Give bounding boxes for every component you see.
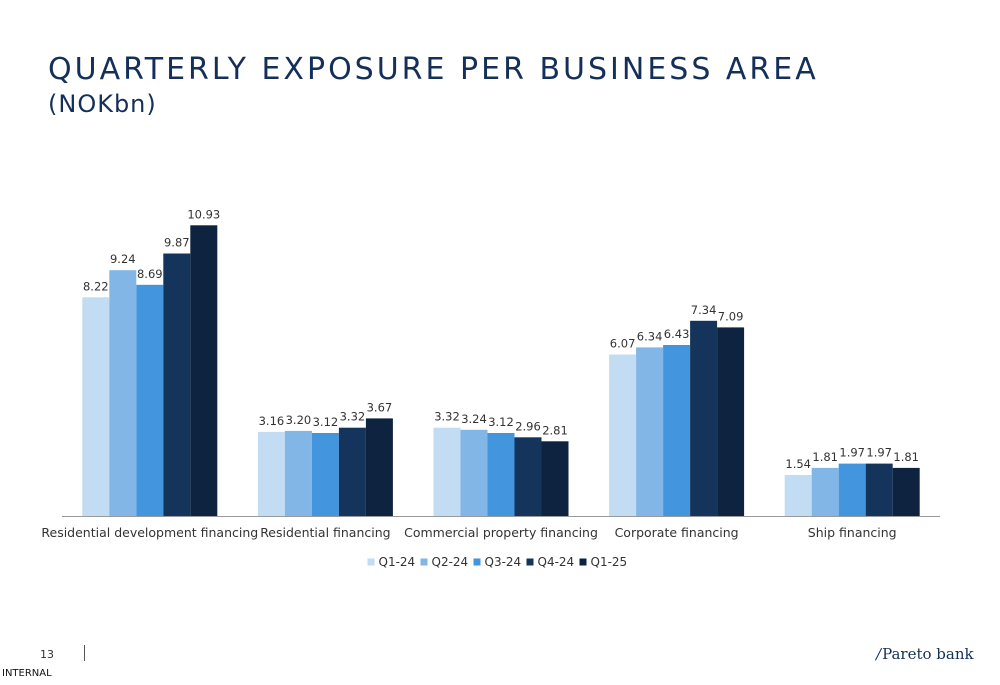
bar-q4-24-2 xyxy=(514,437,542,516)
data-label: 7.09 xyxy=(718,309,744,323)
data-label: 3.67 xyxy=(367,400,393,414)
bar-q4-24-0 xyxy=(163,253,191,516)
bar-q3-24-3 xyxy=(663,345,691,516)
category-label: Commercial property financing xyxy=(404,525,598,540)
data-label: 3.32 xyxy=(434,410,460,424)
legend-label: Q2-24 xyxy=(432,555,469,569)
bar-q4-24-3 xyxy=(690,320,718,516)
category-labels-layer: Residential development financing Residen… xyxy=(41,525,896,540)
bar-q1-24-0 xyxy=(82,297,110,516)
bar-q1-25-3 xyxy=(717,327,745,516)
data-label: 6.43 xyxy=(664,327,690,341)
data-label: 1.81 xyxy=(812,450,838,464)
data-label: 6.07 xyxy=(610,337,636,351)
category-label: Ship financing xyxy=(808,525,897,540)
bar-q1-25-4 xyxy=(892,467,920,516)
bar-q3-24-1 xyxy=(311,433,339,516)
data-label: 9.87 xyxy=(164,236,190,250)
data-label: 1.97 xyxy=(866,446,892,460)
data-label: 9.24 xyxy=(110,252,136,266)
bar-q1-24-2 xyxy=(433,427,461,516)
pareto-bank-logo: ∕Pareto bank xyxy=(876,645,974,663)
legend-label: Q3-24 xyxy=(485,555,522,569)
bar-q2-24-2 xyxy=(460,429,488,516)
legend-swatch xyxy=(367,558,375,566)
category-label: Corporate financing xyxy=(615,525,739,540)
data-label: 1.54 xyxy=(785,457,811,471)
data-label: 7.34 xyxy=(691,303,717,317)
legend-swatch xyxy=(526,558,534,566)
legend-label: Q4-24 xyxy=(538,555,575,569)
bar-q4-24-4 xyxy=(865,463,893,516)
data-label: 3.12 xyxy=(488,415,514,429)
legend-swatch xyxy=(473,558,481,566)
bar-q4-24-1 xyxy=(338,427,366,516)
logo-mark-icon: ∕ xyxy=(876,645,882,663)
data-label: 6.34 xyxy=(637,329,663,343)
legend-swatch xyxy=(579,558,587,566)
classification-label: INTERNAL xyxy=(2,668,52,679)
bar-q3-24-0 xyxy=(136,284,164,516)
bar-q1-24-4 xyxy=(784,475,812,516)
chart-legend: Q1-24 Q2-24 Q3-24 Q4-24 Q1-25 xyxy=(367,555,628,569)
data-label: 3.20 xyxy=(286,413,312,427)
bar-q1-25-1 xyxy=(365,418,393,516)
bar-q2-24-1 xyxy=(284,430,312,516)
bar-q1-25-2 xyxy=(541,441,569,516)
data-label: 1.97 xyxy=(839,446,865,460)
bar-q2-24-3 xyxy=(636,347,664,516)
data-label: 8.69 xyxy=(137,267,163,281)
legend-swatch xyxy=(420,558,428,566)
data-label: 3.16 xyxy=(259,414,285,428)
bars-layer xyxy=(82,225,920,517)
data-label: 2.96 xyxy=(515,419,541,433)
bar-q2-24-0 xyxy=(109,270,137,516)
bar-q1-24-1 xyxy=(257,431,285,516)
logo-text: Pareto bank xyxy=(882,645,974,663)
data-label: 2.81 xyxy=(542,423,568,437)
bar-q3-24-4 xyxy=(838,463,866,516)
data-label: 1.81 xyxy=(893,450,919,464)
data-label: 3.24 xyxy=(461,412,487,426)
legend-label: Q1-24 xyxy=(379,555,416,569)
bar-q2-24-4 xyxy=(811,467,839,516)
page-title: QUARTERLY EXPOSURE PER BUSINESS AREA xyxy=(48,52,819,87)
data-label: 3.12 xyxy=(313,415,339,429)
bar-q1-25-0 xyxy=(190,225,218,517)
data-label: 10.93 xyxy=(187,207,220,221)
legend-label: Q1-25 xyxy=(591,555,628,569)
category-label: Residential financing xyxy=(260,525,390,540)
bar-q1-24-3 xyxy=(609,354,637,516)
data-label: 8.22 xyxy=(83,279,109,293)
page-number: 13 xyxy=(40,648,54,661)
data-label: 3.32 xyxy=(340,410,366,424)
category-label: Residential development financing xyxy=(41,525,258,540)
bar-q3-24-2 xyxy=(487,433,515,516)
footer-divider xyxy=(84,645,85,661)
page-subtitle: (NOKbn) xyxy=(48,90,157,118)
